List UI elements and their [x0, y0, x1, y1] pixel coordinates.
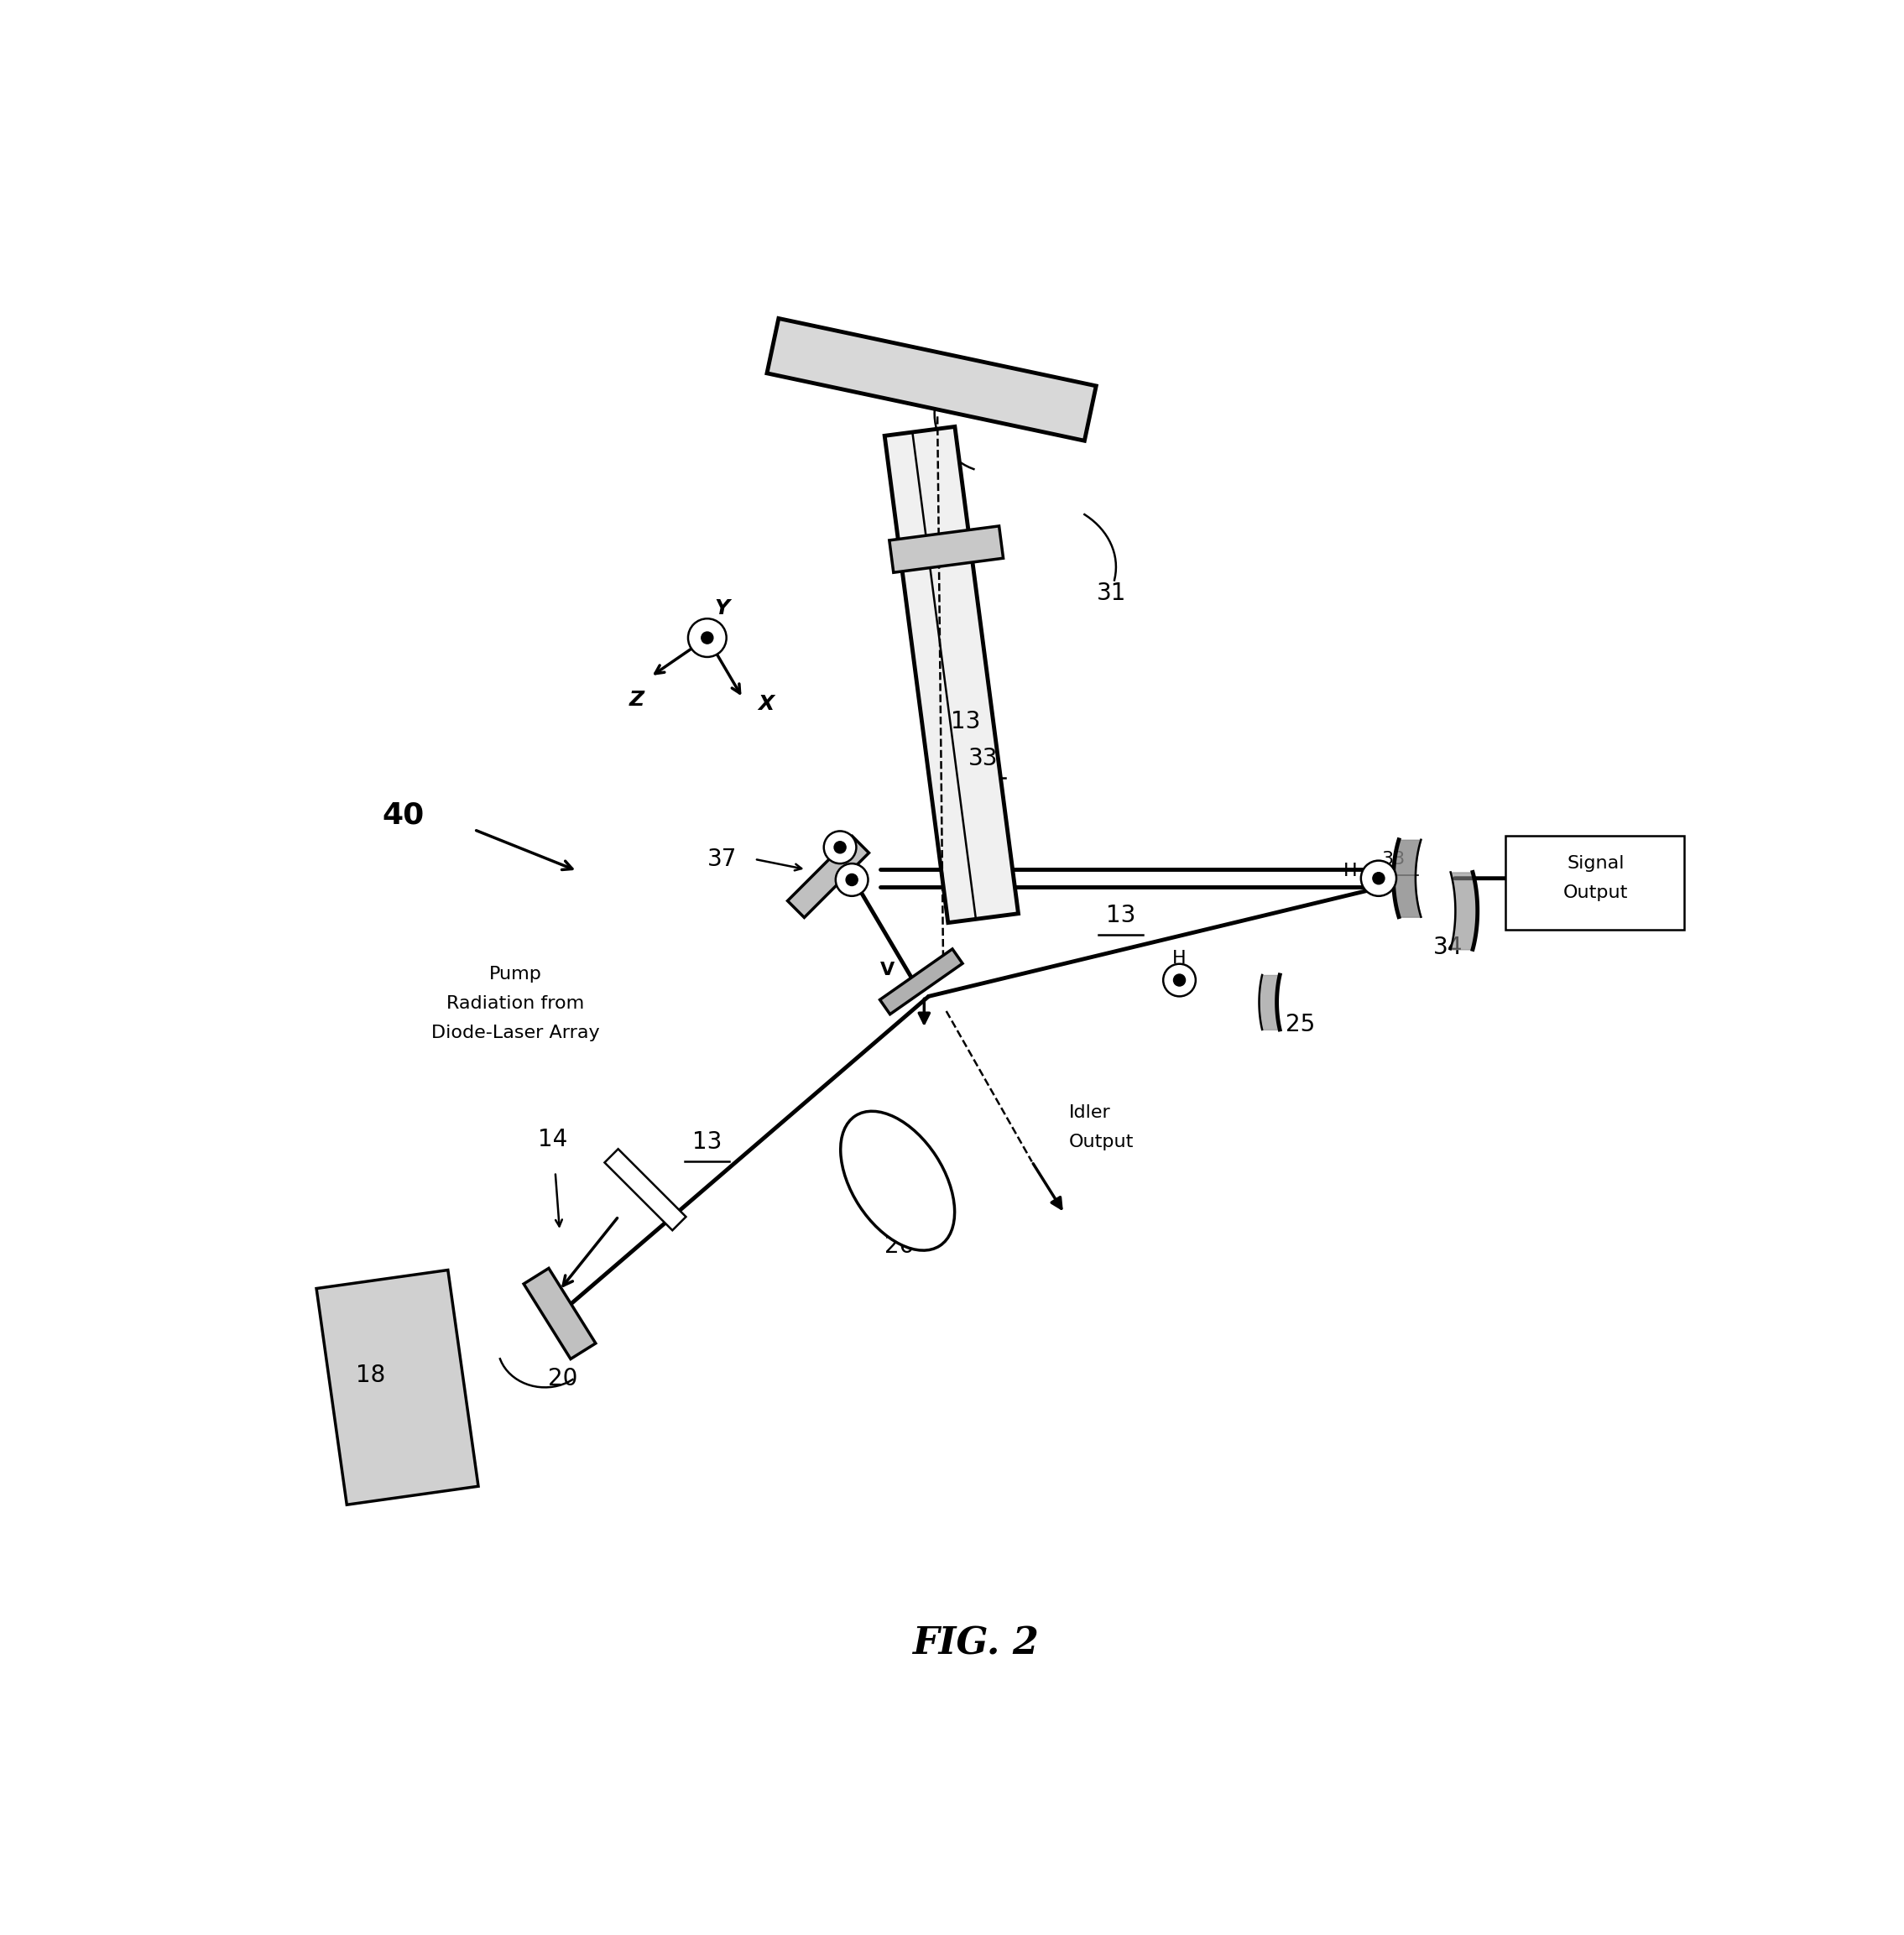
Polygon shape	[880, 948, 963, 1014]
Text: 26: 26	[883, 1235, 914, 1258]
Circle shape	[845, 875, 859, 886]
Polygon shape	[767, 319, 1097, 441]
Polygon shape	[885, 426, 1019, 923]
Text: Signal: Signal	[1567, 855, 1624, 873]
Text: 33: 33	[1382, 851, 1405, 867]
Text: Idler: Idler	[1068, 1105, 1110, 1120]
Text: 13: 13	[693, 1130, 722, 1153]
Text: 40: 40	[383, 801, 425, 828]
Text: Y: Y	[714, 598, 729, 619]
Polygon shape	[316, 1269, 478, 1505]
Text: 14: 14	[537, 1128, 567, 1151]
Text: 37: 37	[706, 848, 737, 871]
Text: 13: 13	[1106, 904, 1135, 927]
Circle shape	[836, 863, 868, 896]
Text: 20: 20	[548, 1366, 577, 1389]
Circle shape	[834, 842, 845, 853]
Text: Output: Output	[1068, 1134, 1133, 1151]
Polygon shape	[605, 1149, 685, 1231]
Text: H: H	[1344, 863, 1358, 878]
Polygon shape	[788, 836, 868, 917]
Text: Output: Output	[1563, 884, 1628, 902]
Text: 31: 31	[1097, 582, 1127, 606]
Text: 34: 34	[1434, 937, 1462, 960]
Circle shape	[701, 633, 714, 644]
Text: Z: Z	[628, 689, 644, 710]
Polygon shape	[889, 526, 1003, 573]
Text: 18: 18	[356, 1364, 387, 1387]
Text: 13: 13	[950, 710, 981, 733]
Polygon shape	[524, 1267, 596, 1358]
Text: 25: 25	[1285, 1012, 1316, 1035]
Text: 22: 22	[1032, 404, 1061, 428]
Circle shape	[1173, 973, 1186, 987]
Ellipse shape	[840, 1111, 954, 1250]
Text: Diode-Laser Array: Diode-Laser Array	[430, 1026, 600, 1041]
Text: 33: 33	[969, 747, 998, 770]
Circle shape	[1163, 964, 1196, 997]
Circle shape	[824, 832, 857, 863]
Text: Radiation from: Radiation from	[447, 995, 585, 1012]
Text: H: H	[1173, 950, 1186, 966]
FancyBboxPatch shape	[1506, 836, 1685, 931]
Circle shape	[687, 619, 727, 658]
Text: X: X	[758, 695, 775, 714]
Circle shape	[1361, 861, 1396, 896]
Text: Pump: Pump	[489, 966, 543, 983]
Text: FIG. 2: FIG. 2	[912, 1625, 1040, 1662]
Circle shape	[1373, 873, 1384, 884]
Text: V: V	[880, 962, 895, 979]
